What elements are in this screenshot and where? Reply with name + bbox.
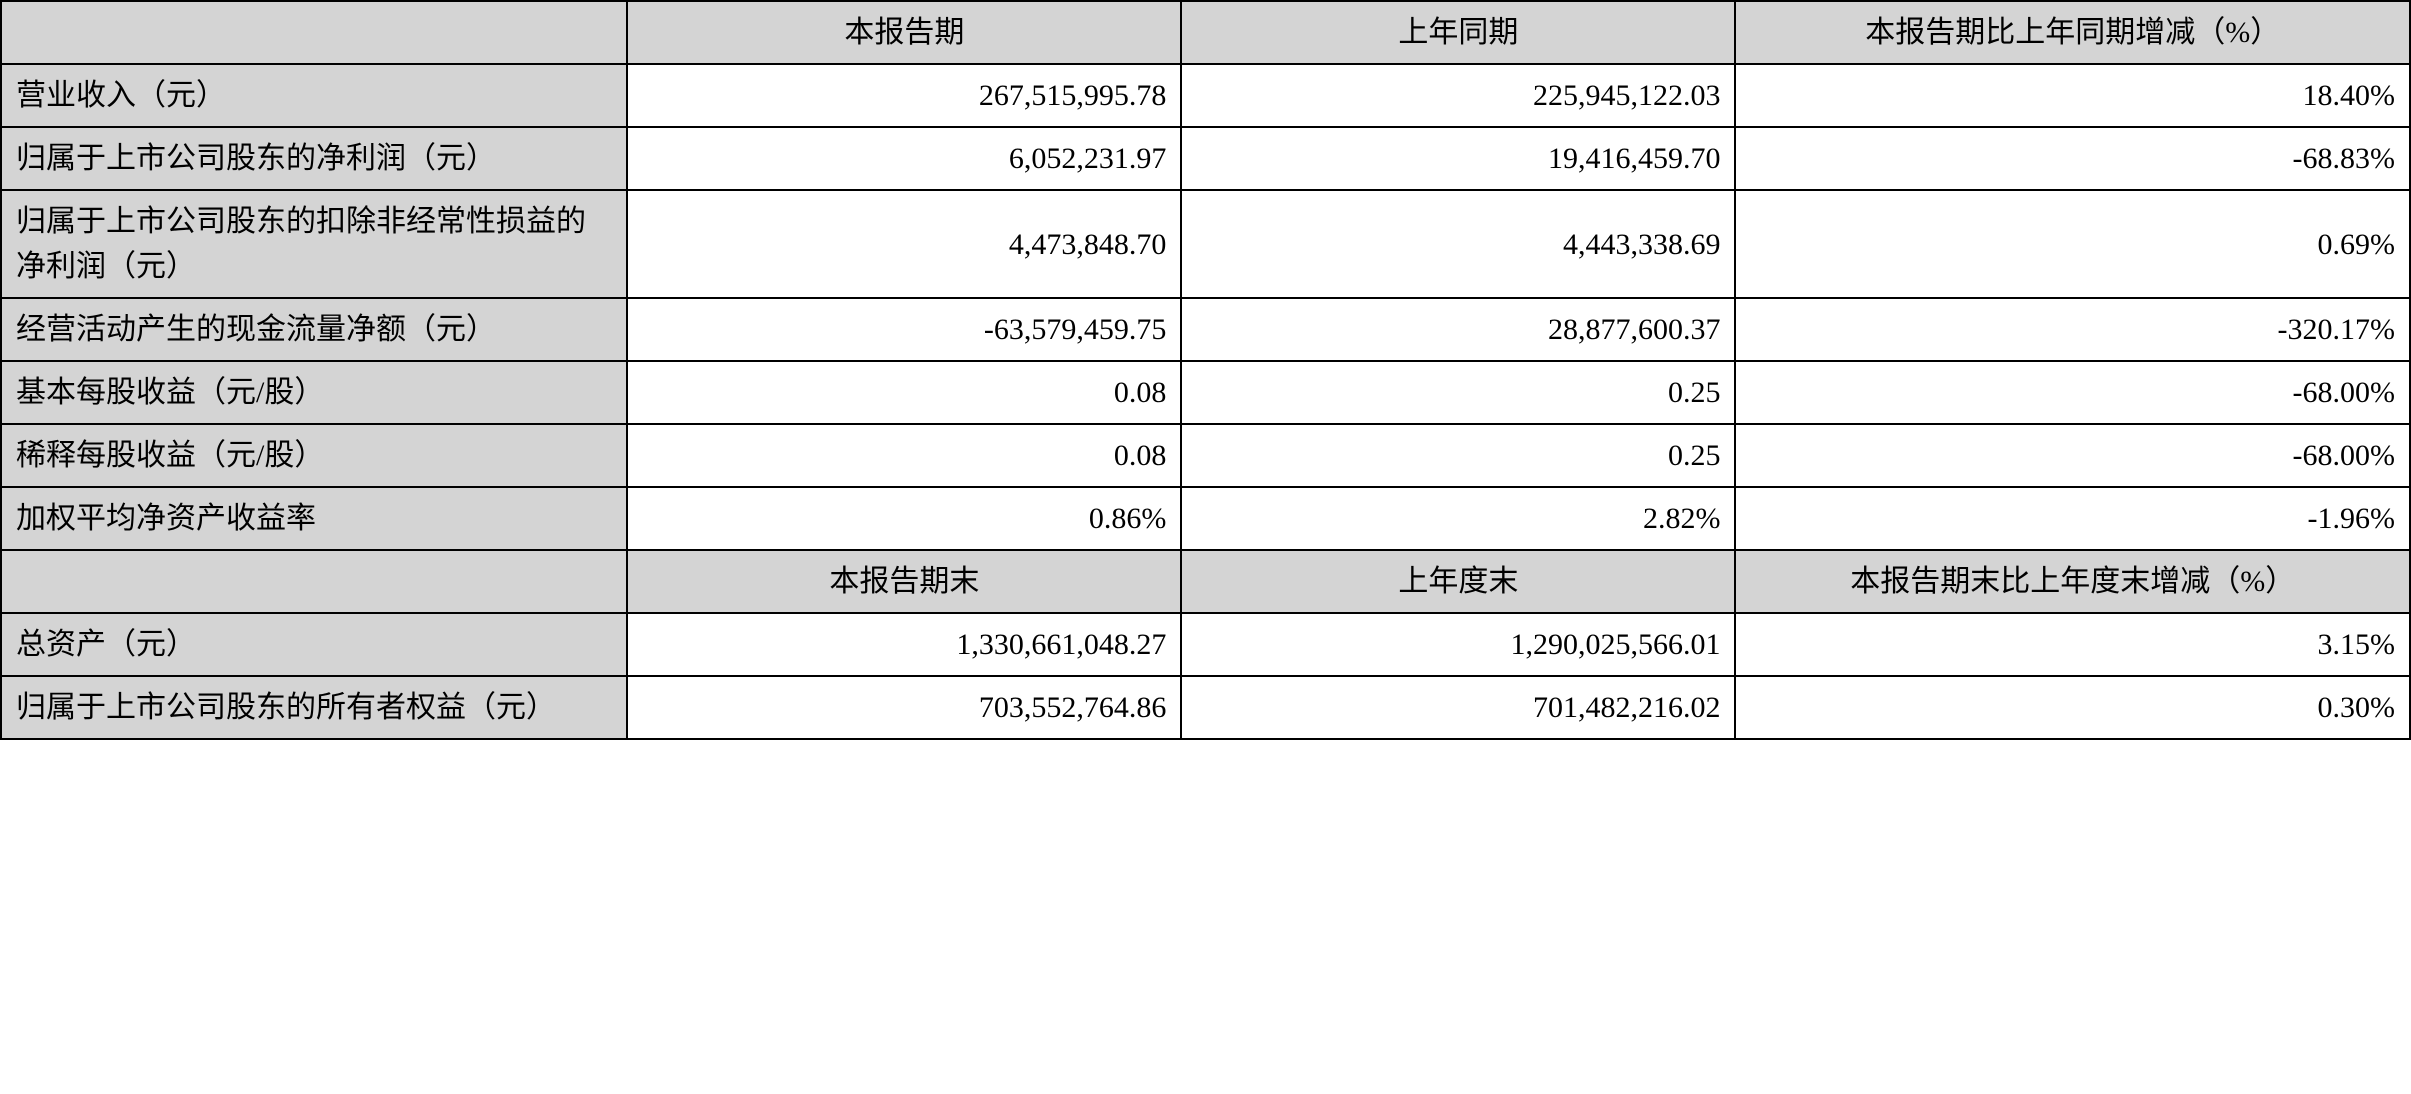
row-prior: 19,416,459.70 [1181, 127, 1735, 190]
row-label: 归属于上市公司股东的净利润（元） [1, 127, 627, 190]
header-change-pct-2: 本报告期末比上年度末增减（%） [1735, 550, 2410, 613]
row-label: 稀释每股收益（元/股） [1, 424, 627, 487]
row-prior: 2.82% [1181, 487, 1735, 550]
header-prior-period: 上年同期 [1181, 1, 1735, 64]
table-row: 总资产（元） 1,330,661,048.27 1,290,025,566.01… [1, 613, 2410, 676]
table-row: 基本每股收益（元/股） 0.08 0.25 -68.00% [1, 361, 2410, 424]
row-current: 0.86% [627, 487, 1181, 550]
row-label: 经营活动产生的现金流量净额（元） [1, 298, 627, 361]
row-label: 归属于上市公司股东的扣除非经常性损益的净利润（元） [1, 190, 627, 298]
row-prior: 225,945,122.03 [1181, 64, 1735, 127]
row-change: -68.00% [1735, 424, 2410, 487]
row-current: 703,552,764.86 [627, 676, 1181, 739]
row-change: 0.69% [1735, 190, 2410, 298]
header-row-2: 本报告期末 上年度末 本报告期末比上年度末增减（%） [1, 550, 2410, 613]
row-label: 归属于上市公司股东的所有者权益（元） [1, 676, 627, 739]
row-change: -1.96% [1735, 487, 2410, 550]
table-row: 加权平均净资产收益率 0.86% 2.82% -1.96% [1, 487, 2410, 550]
row-change: 18.40% [1735, 64, 2410, 127]
row-prior: 0.25 [1181, 424, 1735, 487]
row-label: 总资产（元） [1, 613, 627, 676]
header-blank-2 [1, 550, 627, 613]
row-label: 基本每股收益（元/股） [1, 361, 627, 424]
row-current: 4,473,848.70 [627, 190, 1181, 298]
row-current: 267,515,995.78 [627, 64, 1181, 127]
row-current: 0.08 [627, 361, 1181, 424]
table-row: 归属于上市公司股东的所有者权益（元） 703,552,764.86 701,48… [1, 676, 2410, 739]
header-year-end: 上年度末 [1181, 550, 1735, 613]
row-change: -68.83% [1735, 127, 2410, 190]
table-row: 经营活动产生的现金流量净额（元） -63,579,459.75 28,877,6… [1, 298, 2410, 361]
row-change: -320.17% [1735, 298, 2410, 361]
row-change: -68.00% [1735, 361, 2410, 424]
row-label: 加权平均净资产收益率 [1, 487, 627, 550]
table-row: 归属于上市公司股东的净利润（元） 6,052,231.97 19,416,459… [1, 127, 2410, 190]
row-current: -63,579,459.75 [627, 298, 1181, 361]
row-prior: 0.25 [1181, 361, 1735, 424]
header-period-end: 本报告期末 [627, 550, 1181, 613]
header-current-period: 本报告期 [627, 1, 1181, 64]
row-change: 0.30% [1735, 676, 2410, 739]
table-row: 稀释每股收益（元/股） 0.08 0.25 -68.00% [1, 424, 2410, 487]
row-change: 3.15% [1735, 613, 2410, 676]
financial-table: 本报告期 上年同期 本报告期比上年同期增减（%） 营业收入（元） 267,515… [0, 0, 2411, 740]
header-change-pct: 本报告期比上年同期增减（%） [1735, 1, 2410, 64]
table-body: 本报告期 上年同期 本报告期比上年同期增减（%） 营业收入（元） 267,515… [1, 1, 2410, 739]
row-current: 6,052,231.97 [627, 127, 1181, 190]
row-prior: 1,290,025,566.01 [1181, 613, 1735, 676]
row-label: 营业收入（元） [1, 64, 627, 127]
table-row: 营业收入（元） 267,515,995.78 225,945,122.03 18… [1, 64, 2410, 127]
row-prior: 701,482,216.02 [1181, 676, 1735, 739]
header-row-1: 本报告期 上年同期 本报告期比上年同期增减（%） [1, 1, 2410, 64]
row-current: 0.08 [627, 424, 1181, 487]
header-blank-1 [1, 1, 627, 64]
table-row: 归属于上市公司股东的扣除非经常性损益的净利润（元） 4,473,848.70 4… [1, 190, 2410, 298]
row-prior: 28,877,600.37 [1181, 298, 1735, 361]
row-current: 1,330,661,048.27 [627, 613, 1181, 676]
row-prior: 4,443,338.69 [1181, 190, 1735, 298]
